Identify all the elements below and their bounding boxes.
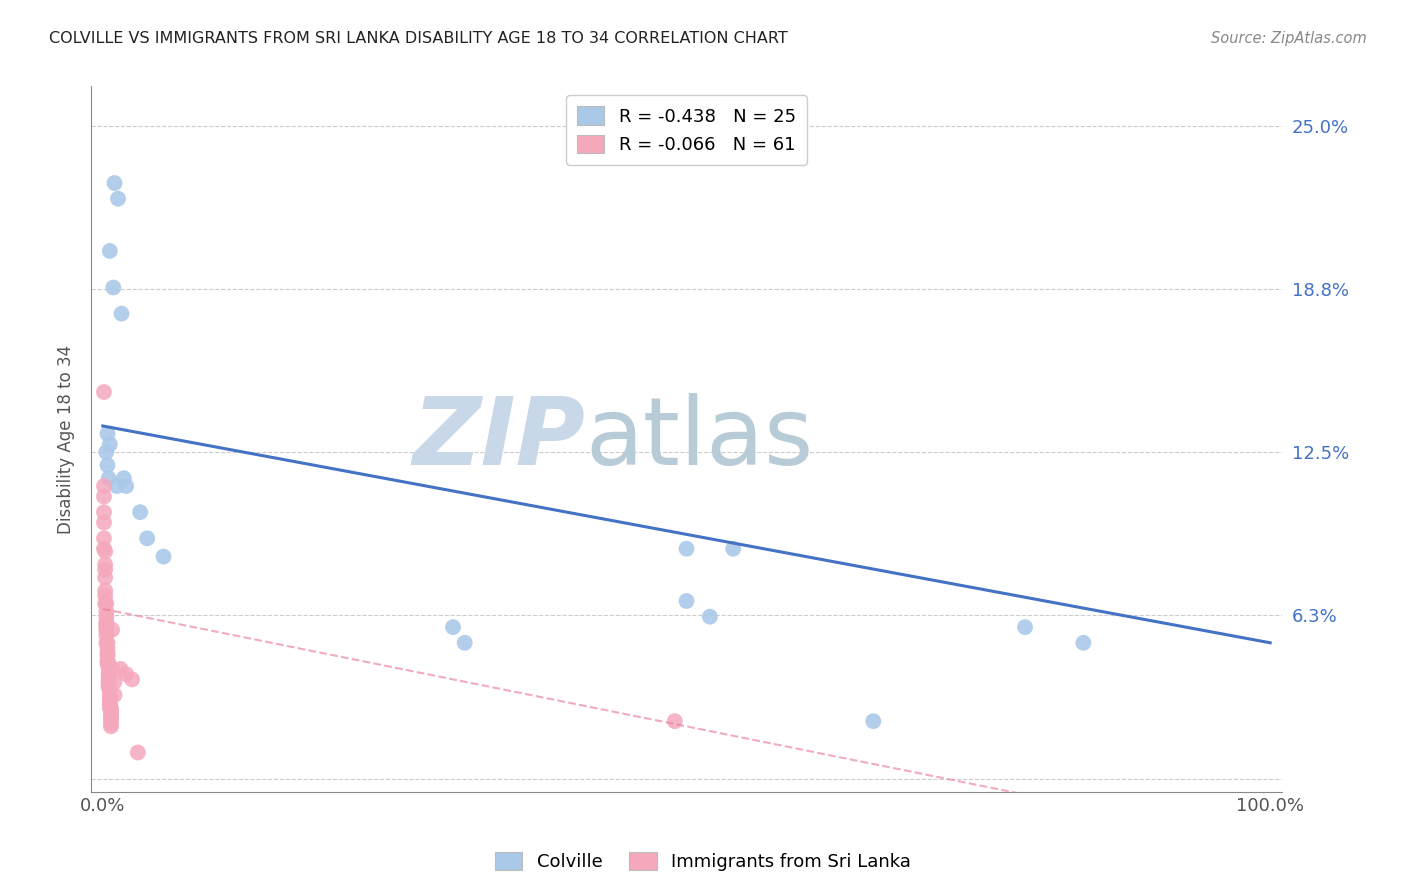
Text: Source: ZipAtlas.com: Source: ZipAtlas.com [1211, 31, 1367, 46]
Point [100, 719, 122, 733]
Point [96, 648, 118, 663]
Point [675, 594, 697, 608]
Text: COLVILLE VS IMMIGRANTS FROM SRI LANKA DISABILITY AGE 18 TO 34 CORRELATION CHART: COLVILLE VS IMMIGRANTS FROM SRI LANKA DI… [49, 31, 787, 46]
Point [97, 662, 120, 676]
Point [675, 541, 697, 556]
Legend: R = -0.438   N = 25, R = -0.066   N = 61: R = -0.438 N = 25, R = -0.066 N = 61 [567, 95, 807, 165]
Point [115, 479, 138, 493]
Point [862, 714, 884, 728]
Point [94, 558, 117, 572]
Point [721, 541, 744, 556]
Point [103, 176, 125, 190]
Point [93, 541, 115, 556]
Text: ZIP: ZIP [412, 393, 585, 485]
Point [127, 746, 149, 760]
Point [96, 657, 118, 671]
Point [100, 714, 122, 728]
Point [96, 628, 118, 642]
Point [110, 307, 132, 321]
Point [100, 704, 122, 718]
Point [96, 604, 118, 618]
Point [107, 192, 129, 206]
Point [100, 706, 122, 721]
Legend: Colville, Immigrants from Sri Lanka: Colville, Immigrants from Sri Lanka [488, 845, 918, 879]
Point [93, 479, 115, 493]
Point [112, 471, 135, 485]
Point [98, 693, 121, 707]
Point [115, 667, 138, 681]
Point [664, 714, 686, 728]
Point [105, 479, 128, 493]
Point [101, 623, 124, 637]
Point [96, 458, 118, 472]
Point [110, 662, 132, 676]
Point [96, 646, 118, 660]
Point [97, 657, 120, 671]
Point [93, 490, 115, 504]
Point [98, 437, 121, 451]
Point [129, 505, 152, 519]
Point [103, 280, 125, 294]
Point [97, 673, 120, 687]
Point [94, 563, 117, 577]
Point [98, 696, 121, 710]
Point [121, 673, 143, 687]
Point [93, 516, 115, 530]
Point [97, 675, 120, 690]
Point [96, 623, 118, 637]
Point [97, 667, 120, 681]
Point [103, 675, 125, 690]
Point [94, 544, 117, 558]
Point [93, 384, 115, 399]
Point [96, 426, 118, 441]
Point [100, 701, 122, 715]
Point [96, 620, 118, 634]
Point [97, 680, 120, 694]
Point [94, 597, 117, 611]
Point [101, 662, 124, 676]
Point [96, 654, 118, 668]
Point [441, 620, 464, 634]
Point [96, 445, 118, 459]
Point [100, 712, 122, 726]
Point [94, 583, 117, 598]
Y-axis label: Disability Age 18 to 34: Disability Age 18 to 34 [58, 344, 75, 533]
Point [93, 531, 115, 545]
Point [699, 609, 721, 624]
Point [94, 589, 117, 603]
Point [1014, 620, 1036, 634]
Point [97, 471, 120, 485]
Point [98, 682, 121, 697]
Point [100, 716, 122, 731]
Point [98, 688, 121, 702]
Point [96, 636, 118, 650]
Text: atlas: atlas [585, 393, 814, 485]
Point [97, 677, 120, 691]
Point [103, 688, 125, 702]
Point [98, 690, 121, 705]
Point [98, 701, 121, 715]
Point [152, 549, 174, 564]
Point [96, 636, 118, 650]
Point [98, 698, 121, 713]
Point [96, 617, 118, 632]
Point [1073, 636, 1095, 650]
Point [96, 640, 118, 655]
Point [96, 609, 118, 624]
Point [100, 709, 122, 723]
Point [96, 615, 118, 629]
Point [454, 636, 477, 650]
Point [136, 531, 159, 545]
Point [94, 570, 117, 584]
Point [96, 597, 118, 611]
Point [93, 505, 115, 519]
Point [98, 244, 121, 258]
Point [97, 670, 120, 684]
